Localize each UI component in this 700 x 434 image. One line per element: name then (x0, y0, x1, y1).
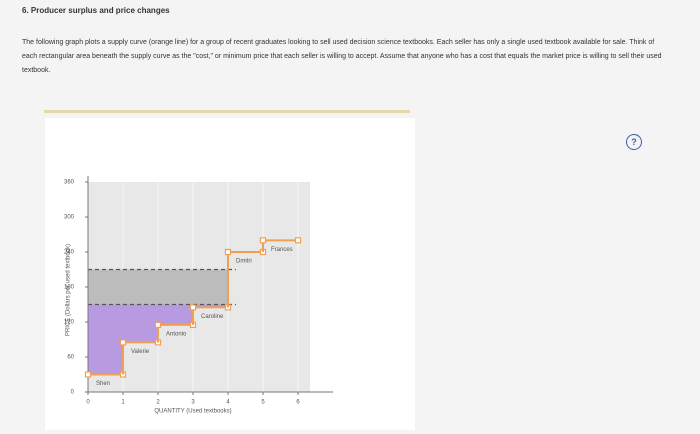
surplus-area (123, 304, 158, 343)
y-tick-label: 180 (64, 285, 75, 291)
help-button[interactable]: ? (626, 134, 642, 150)
y-tick-label: 300 (64, 215, 75, 221)
y-tick-label: 240 (64, 250, 75, 256)
surplus-area (193, 304, 228, 308)
y-tick-label: 120 (64, 320, 75, 326)
divider (44, 110, 410, 113)
step-handle (189, 304, 197, 311)
surplus-gain-area (193, 269, 228, 305)
surplus-gain-area (123, 269, 158, 305)
seller-label: Antonio (166, 331, 187, 337)
step-handle (259, 237, 267, 244)
y-axis-label: PRICE (Dollars per used textbook) (66, 244, 72, 336)
x-tick-label: 1 (121, 400, 125, 406)
x-axis-label: QUANTITY (Used textbooks) (154, 409, 231, 415)
x-tick-label: 0 (86, 400, 90, 406)
seller-label: Frances (271, 247, 293, 253)
surplus-gain-area (158, 269, 193, 305)
seller-label: Caroline (201, 314, 224, 320)
step-handle (154, 321, 162, 329)
step-handle (224, 248, 232, 256)
seller-label: Valerie (131, 349, 150, 355)
title: 6. Producer surplus and price changes (22, 6, 170, 15)
x-tick-label: 3 (191, 400, 195, 406)
seller-label: Shen (96, 381, 110, 387)
x-tick-label: 4 (226, 400, 230, 406)
surplus-area (88, 304, 123, 375)
x-tick-label: 6 (296, 400, 300, 406)
step-handle (119, 339, 127, 346)
y-tick-label: 60 (67, 355, 74, 361)
x-tick-label: 2 (156, 400, 160, 406)
seller-label: Dmitri (236, 259, 252, 265)
step-handle (294, 237, 302, 244)
y-tick-label: 0 (71, 390, 75, 396)
instructions: The following graph plots a supply curve… (22, 39, 662, 74)
surplus-area (158, 304, 193, 325)
y-tick-label: 360 (64, 180, 75, 186)
surplus-gain-area (88, 269, 123, 305)
step-handle (84, 371, 92, 378)
x-tick-label: 5 (261, 400, 265, 406)
